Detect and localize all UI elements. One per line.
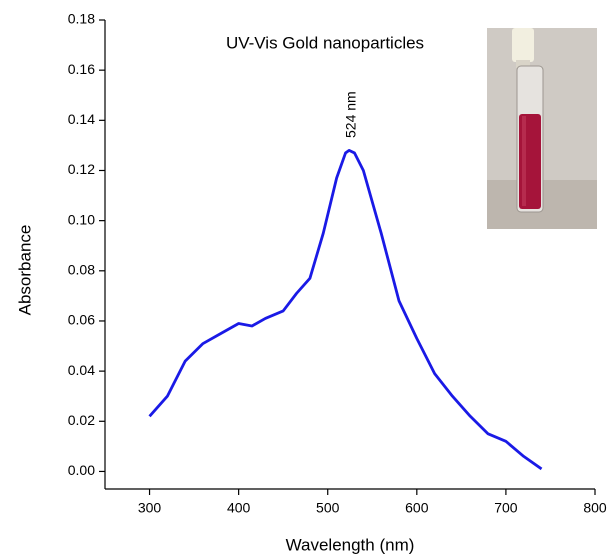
y-tick-label: 0.14 bbox=[68, 111, 95, 127]
y-tick-label: 0.16 bbox=[68, 61, 95, 77]
x-tick-label: 300 bbox=[138, 500, 162, 516]
inset-photo bbox=[487, 28, 597, 229]
chart-title: UV-Vis Gold nanoparticles bbox=[226, 33, 424, 52]
y-tick-label: 0.02 bbox=[68, 412, 95, 428]
x-tick-label: 600 bbox=[405, 500, 429, 516]
x-tick-label: 400 bbox=[227, 500, 251, 516]
y-tick-label: 0.12 bbox=[68, 161, 95, 177]
y-tick-label: 0.18 bbox=[68, 11, 95, 27]
y-tick-label: 0.06 bbox=[68, 312, 95, 328]
x-axis-label: Wavelength (nm) bbox=[286, 535, 415, 554]
data-line bbox=[148, 149, 543, 471]
x-tick-label: 800 bbox=[583, 500, 607, 516]
y-tick-label: 0.04 bbox=[68, 362, 95, 378]
x-tick-label: 700 bbox=[494, 500, 518, 516]
peak-annotation: 524 nm bbox=[343, 91, 359, 138]
y-axis-label: Absorbance bbox=[15, 225, 34, 316]
y-tick-label: 0.00 bbox=[68, 462, 95, 478]
y-tick-label: 0.08 bbox=[68, 262, 95, 278]
y-tick-label: 0.10 bbox=[68, 211, 95, 227]
x-tick-label: 500 bbox=[316, 500, 340, 516]
